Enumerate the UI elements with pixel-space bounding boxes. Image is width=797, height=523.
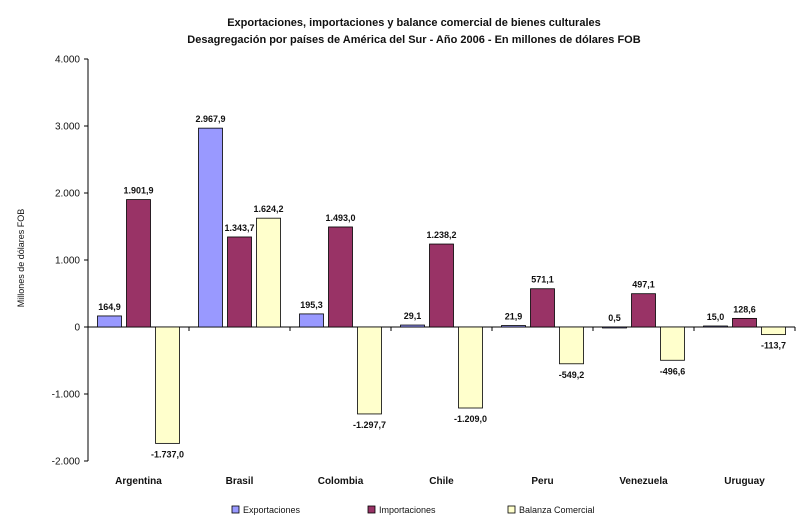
data-label: 0,5 [608,313,621,323]
bar-importaciones [732,317,757,328]
bar-exportaciones [97,315,122,328]
bar-importaciones [530,288,555,328]
data-label: -1.209,0 [454,414,487,424]
data-label: 571,1 [531,275,554,285]
data-label: 164,9 [98,302,121,312]
x-category-label: Colombia [318,476,364,487]
bar-balanza-comercial [256,217,281,328]
bar-importaciones [328,226,353,328]
x-category-label: Venezuela [619,476,668,487]
bar-balanza-comercial [559,326,584,365]
chart-title: Exportaciones, importaciones y balance c… [227,17,601,29]
data-label: -1.737,0 [151,449,184,459]
y-tick-label: 3.000 [55,122,80,133]
data-label: 497,1 [632,280,655,290]
bar-balanza-comercial [155,326,180,444]
data-label: -496,6 [660,366,686,376]
data-label: 1.901,9 [123,186,153,196]
y-tick-label: 1.000 [55,256,80,267]
x-category-label: Peru [531,476,553,487]
bar-exportaciones [299,313,324,328]
legend-label: Importaciones [379,505,436,515]
y-tick-label: -1.000 [52,390,81,401]
data-label: -1.297,7 [353,420,386,430]
x-category-label: Uruguay [724,476,765,487]
data-label: 128,6 [733,304,756,314]
bar-balanza-comercial [660,326,685,361]
data-label: -113,7 [761,341,786,351]
legend: Exportaciones Importaciones Balanza Comerc… [231,505,595,515]
y-tick-label: 0 [74,323,80,334]
bar-exportaciones [400,324,425,328]
legend-label: Balanza Comercial [519,505,595,515]
y-axis-label: Millones de dólares FOB [16,209,26,308]
plot-area: 4.000 3.000 2.000 1.000 0 -1.000 -2.000 Argenti… [52,55,796,487]
legend-swatch [231,505,240,514]
bar-balanza-comercial [761,326,786,336]
bar-exportaciones [703,325,728,328]
bar-exportaciones [198,127,223,328]
data-label: 2.967,9 [195,114,225,124]
data-label: 1.624,2 [253,204,283,214]
x-category-label: Argentina [115,476,162,487]
x-category-label: Brasil [226,476,254,487]
bar-balanza-comercial [458,326,483,409]
bar-importaciones [227,236,252,328]
legend-label: Exportaciones [243,505,301,515]
chart-subtitle: Desagregación por países de América del … [187,34,640,46]
legend-swatch [367,505,376,514]
data-label: 21,9 [505,312,523,322]
data-label: 29,1 [404,311,422,321]
data-label: 15,0 [707,312,725,322]
bar-exportaciones [501,325,526,328]
data-label: 1.343,7 [224,223,254,233]
legend-swatch [507,505,516,514]
data-label: 1.238,2 [426,230,456,240]
y-tick-label: 2.000 [55,189,80,200]
data-label: 1.493,0 [325,213,355,223]
x-category-label: Chile [429,476,454,487]
data-label: -549,2 [559,370,585,380]
y-tick-label: -2.000 [52,457,81,468]
data-label: 195,3 [300,300,323,310]
bar-importaciones [631,293,656,328]
bar-exportaciones [602,326,627,329]
bar-balanza-comercial [357,326,382,415]
bar-importaciones [429,243,454,328]
y-tick-label: 4.000 [55,55,80,66]
bar-importaciones [126,199,151,328]
